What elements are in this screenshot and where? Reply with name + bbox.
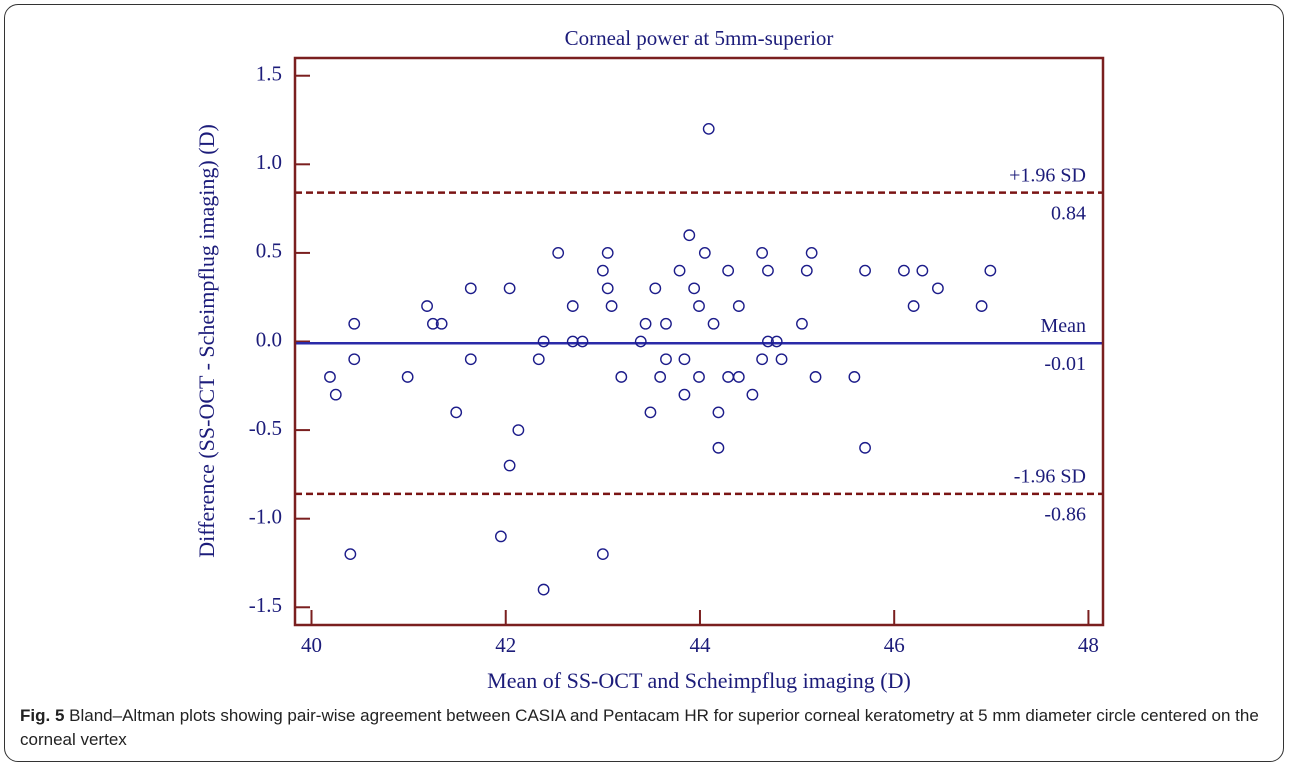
data-point [601,247,614,259]
data-point [532,353,545,366]
data-point [732,371,745,383]
data-point [698,247,711,259]
y-tick-label: 1.5 [256,62,282,86]
data-point [464,282,477,295]
data-point [859,264,871,277]
data-point [348,353,361,366]
x-tick-label: 40 [301,633,322,657]
reference-line-name: -1.96 SD [1014,465,1086,487]
data-point [596,264,609,277]
data-point [576,335,589,348]
data-point [615,371,628,383]
data-point [683,229,696,242]
figure-border [4,4,1284,762]
x-tick-label: 48 [1078,633,1099,657]
reference-line-name: +1.96 SD [1009,164,1086,186]
data-point [324,371,336,383]
caption-text: Bland–Altman plots showing pair-wise agr… [20,706,1259,749]
reference-line-name: Mean [1040,315,1086,337]
data-point [644,406,657,419]
data-point [809,371,822,383]
reference-line-value: -0.86 [1044,503,1086,525]
data-point [427,317,439,330]
data-point [712,406,725,419]
x-tick-label: 46 [884,633,905,657]
data-point [756,353,769,366]
data-point [464,353,477,366]
data-point [512,424,525,436]
data-point [746,388,759,401]
data-point [673,264,686,277]
data-point [649,282,662,295]
data-point [639,317,652,330]
data-point [601,282,614,295]
data-point [678,388,691,401]
data-point [702,122,715,135]
data-point [762,335,774,348]
y-tick-label: -1.0 [249,505,282,529]
data-point [605,300,618,312]
data-point [848,371,861,383]
data-point [537,335,550,348]
data-point [688,282,701,295]
data-point [537,583,550,596]
data-point [660,353,672,366]
data-point [344,548,357,561]
data-point [975,300,988,312]
data-point [693,300,705,312]
data-point [503,459,516,472]
plot-frame [293,56,1105,627]
reference-line-value: 0.84 [1051,202,1086,224]
chart: Corneal power at 5mm-superior Mean of SS… [194,26,1105,693]
data-point [756,247,769,259]
data-point [732,300,745,312]
data-point [421,300,433,312]
data-point [712,441,725,454]
data-point [984,264,997,277]
y-tick-label: 0.0 [256,327,282,351]
caption-label: Fig. 5 [20,706,65,725]
data-point [932,282,944,295]
reference-line-value: -0.01 [1044,353,1086,375]
data-point [916,264,929,277]
data-point [566,300,579,312]
data-point [596,548,609,561]
x-tick-label: 44 [689,633,711,657]
data-point [654,371,667,383]
data-point [329,388,342,401]
x-axis-label: Mean of SS-OCT and Scheimpflug imaging (… [487,668,911,693]
chart-title: Corneal power at 5mm-superior [565,26,834,50]
data-point [770,335,783,348]
data-point [707,317,720,330]
data-point [805,247,818,259]
data-point [503,282,516,295]
data-point [859,441,871,454]
data-point [898,264,910,277]
data-point [796,317,808,330]
data-point [566,335,579,348]
data-point [775,353,788,366]
data-point [552,247,565,259]
y-tick-label: -0.5 [249,416,282,440]
data-point [401,371,414,383]
y-tick-label: -1.5 [249,593,282,617]
data-point [693,371,705,383]
y-tick-label: 1.0 [256,150,282,174]
data-point [634,335,647,348]
data-point [678,353,691,366]
data-point [348,317,361,330]
data-point [722,264,735,277]
y-axis-label: Difference (SS-OCT - Scheimpflug imaging… [194,124,219,558]
y-tick-label: 0.5 [256,239,282,263]
data-point [762,264,774,277]
data-point [494,530,507,543]
x-tick-label: 42 [495,633,516,657]
caption: Fig. 5 Bland–Altman plots showing pair-w… [20,704,1265,752]
data-point [435,317,448,330]
data-point [660,317,672,330]
data-point [907,300,920,312]
data-point [800,264,813,277]
data-point [450,406,463,419]
data-point [722,371,735,383]
